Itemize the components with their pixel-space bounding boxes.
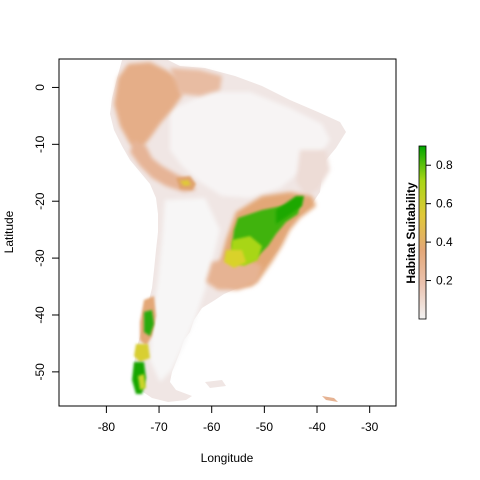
ne-brazil-suitability <box>296 150 330 196</box>
x-axis-title: Longitude <box>201 451 254 465</box>
y-tick-label: -30 <box>33 249 47 267</box>
legend-colorbar <box>418 145 427 320</box>
chile-yellow <box>134 344 150 362</box>
coastal-strip-green <box>276 196 304 224</box>
bolivia-hotspot-core <box>180 180 191 186</box>
falkland-islands <box>205 380 226 388</box>
color-legend: 0.2 0.4 0.6 0.8 Habitat Suitability <box>404 145 453 320</box>
legend-tick-label: 0.6 <box>436 197 453 211</box>
legend-title: Habitat Suitability <box>404 182 418 284</box>
south-georgia-strip <box>322 396 338 402</box>
y-tick-label: 0 <box>33 84 47 91</box>
y-axis: 0 -10 -20 -30 -40 -50 <box>33 84 60 381</box>
y-axis-title: Latitude <box>2 210 16 253</box>
fjords-yellow <box>138 374 146 390</box>
y-tick-label: -50 <box>33 363 47 381</box>
patagonia-low-suitability <box>150 198 220 382</box>
legend-tick-label: 0.8 <box>436 158 453 172</box>
x-tick-label: -50 <box>256 420 274 434</box>
legend-tick-label: 0.4 <box>436 235 453 249</box>
legend-ticks: 0.2 0.4 0.6 0.8 <box>426 158 453 288</box>
amazon-low-suitability <box>170 92 330 198</box>
northern-andes-suitability <box>114 62 182 150</box>
legend-tick-label: 0.2 <box>436 274 453 288</box>
x-tick-label: -80 <box>98 420 116 434</box>
pampas-suitability <box>206 256 262 290</box>
x-tick-label: -30 <box>361 420 379 434</box>
x-axis: -80 -70 -60 -50 -40 -30 <box>98 405 379 434</box>
x-tick-label: -60 <box>203 420 221 434</box>
map-area <box>110 60 346 402</box>
y-tick-label: -10 <box>33 135 47 153</box>
southern-chile-green <box>144 310 154 336</box>
y-tick-label: -20 <box>33 192 47 210</box>
venezuela-suitability <box>170 68 222 96</box>
x-tick-label: -70 <box>150 420 168 434</box>
y-tick-label: -40 <box>33 306 47 324</box>
x-tick-label: -40 <box>308 420 326 434</box>
ne-argentina-yellow <box>224 250 246 268</box>
